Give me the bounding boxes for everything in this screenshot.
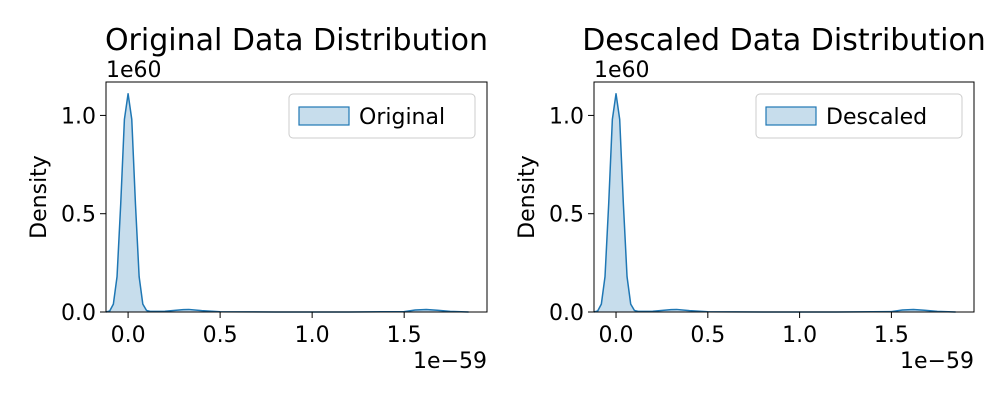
y-multiplier-label: 1e60 xyxy=(106,58,162,83)
x-multiplier-label: 1e−59 xyxy=(413,349,487,374)
legend-label: Original xyxy=(359,105,445,130)
density-line xyxy=(105,93,469,313)
chart-title: Descaled Data Distribution xyxy=(582,23,986,58)
y-tick-label: 1.0 xyxy=(549,104,584,129)
y-multiplier-label: 1e60 xyxy=(594,58,650,83)
y-axis-label: Density xyxy=(27,155,52,239)
legend-swatch xyxy=(765,106,817,126)
axes-frame xyxy=(105,81,488,313)
chart-title: Original Data Distribution xyxy=(105,23,488,58)
chart-panel-2: 0.0 0.5 1.0 1.5 0.0 0.5 1.0 Descaled Data Distr… xyxy=(515,23,986,374)
chart-panel-1: 0.0 0.5 1.0 1.5 0.0 0.5 1.0 Original Data Distr… xyxy=(27,23,488,374)
x-tick-label: 1.0 xyxy=(295,323,330,348)
axes-frame xyxy=(593,81,975,313)
legend-swatch xyxy=(298,106,350,126)
x-multiplier-label: 1e−59 xyxy=(900,349,974,374)
x-tick-label: 1.5 xyxy=(387,323,422,348)
legend-box xyxy=(755,93,963,139)
y-tick-label: 0.0 xyxy=(61,301,96,326)
x-tick-label: 0.0 xyxy=(599,323,634,348)
y-tick-label: 1.0 xyxy=(61,104,96,129)
x-tick-label: 0.5 xyxy=(690,323,725,348)
legend: Descaled xyxy=(755,93,963,139)
x-tick-label: 0.5 xyxy=(203,323,238,348)
y-tick-label: 0.0 xyxy=(549,301,584,326)
legend: Original xyxy=(288,93,476,139)
legend-box xyxy=(288,93,476,139)
y-tick-label: 0.5 xyxy=(61,203,96,228)
x-tick-label: 0.0 xyxy=(111,323,146,348)
legend-label: Descaled xyxy=(826,105,927,130)
x-tick-label: 1.5 xyxy=(874,323,909,348)
y-tick-label: 0.5 xyxy=(549,203,584,228)
density-line xyxy=(593,93,956,313)
x-tick-label: 1.0 xyxy=(782,323,817,348)
y-axis-label: Density xyxy=(515,155,540,239)
